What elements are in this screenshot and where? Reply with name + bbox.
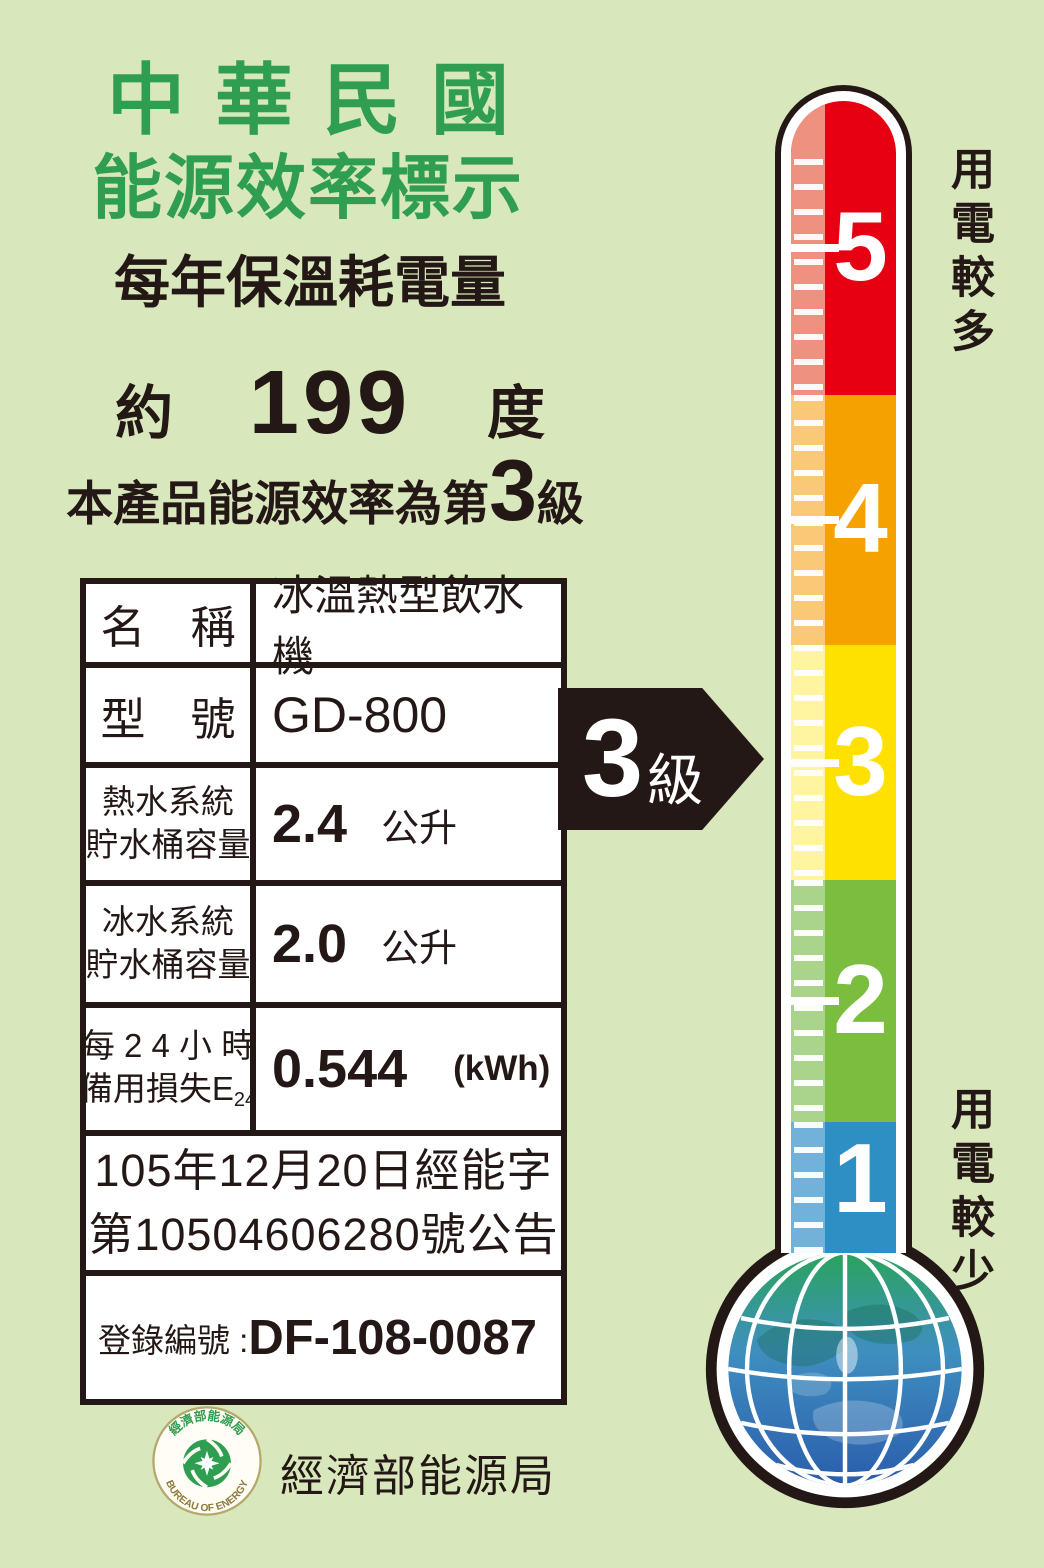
grade-arrow-suffix: 級	[647, 748, 704, 812]
row-standby-label: 每 2 4 小 時 備用損失E24	[80, 1008, 256, 1130]
agency-name: 經濟部能源局	[280, 1452, 556, 1501]
registration-label: 登錄編號 :	[98, 1321, 249, 1359]
hot-tank-label-line1: 熱水系統	[102, 783, 234, 821]
row-standby-value: 0.544 (kWh)	[256, 1008, 561, 1130]
announcement-line2: 第10504606280號公告	[88, 1209, 559, 1260]
standby-value: 0.544	[272, 1039, 408, 1099]
standby-unit: (kWh)	[453, 1049, 551, 1088]
grade-statement: 本產品能源效率為第 3 級	[66, 443, 584, 539]
table-row-registration: 登錄編號 : DF-108-0087	[86, 1276, 561, 1399]
thermo-level-1-label: 1	[833, 1122, 888, 1233]
row-hot-tank-value: 2.4 公升	[256, 768, 561, 880]
consumption-prefix: 約	[115, 381, 174, 446]
cold-tank-unit: 公升	[381, 927, 458, 970]
seal-pinwheel-icon	[181, 1437, 233, 1489]
grade-statement-number: 3	[489, 443, 537, 539]
hot-tank-unit: 公升	[381, 807, 458, 850]
thermo-level-4-label: 4	[833, 463, 888, 574]
hot-tank-label-line2: 貯水桶容量	[85, 826, 251, 863]
globe-icon	[705, 1229, 985, 1509]
cold-tank-label-line2: 貯水桶容量	[85, 946, 251, 983]
row-model-label: 型 號	[86, 668, 256, 762]
thermo-ticks	[794, 1122, 823, 1253]
consumption-unit: 度	[486, 381, 545, 446]
row-name-label: 名 稱	[86, 584, 256, 662]
thermo-midtick	[791, 758, 839, 767]
page-title-line1: 中華民國	[106, 56, 539, 144]
thermo-segment-4: 4	[791, 395, 896, 645]
grade-statement-suffix: 級	[536, 477, 584, 530]
thermo-level-3-label: 3	[833, 705, 888, 816]
grade-statement-prefix: 本產品能源效率為第	[66, 477, 490, 530]
thermo-segment-3: 3	[791, 645, 896, 880]
thermo-segment-5: 5	[791, 101, 896, 395]
thermo-level-5-label: 5	[833, 191, 888, 302]
row-model-value: GD-800	[272, 687, 448, 743]
standby-label-line2: 備用損失E24	[80, 1068, 256, 1113]
more-power-label: 用電較多	[944, 146, 993, 362]
cold-tank-label-line1: 冰水系統	[102, 903, 234, 941]
thermo-segment-1: 1	[791, 1122, 896, 1253]
thermo-midtick	[791, 516, 839, 524]
table-row-model: 型 號 GD-800	[86, 668, 561, 768]
grade-arrow-number: 3	[582, 697, 644, 820]
annual-consumption-line: 約 199 度	[95, 352, 565, 455]
thermo-ticks	[794, 159, 823, 395]
hot-tank-value: 2.4	[272, 794, 348, 854]
bureau-of-energy-seal: 經濟部能源局 BUREAU OF ENERGY	[152, 1406, 262, 1516]
thermo-midtick	[791, 244, 839, 252]
standby-label-e: 備用損失E	[79, 1069, 234, 1107]
grade-arrow: 3 級	[558, 688, 764, 830]
cold-tank-value: 2.0	[272, 914, 348, 974]
row-cold-tank-label: 冰水系統 貯水桶容量	[86, 886, 256, 1002]
row-cold-tank-value: 2.0 公升	[256, 886, 561, 1002]
standby-label-line1: 每 2 4 小 時	[81, 1027, 255, 1065]
annual-consumption-heading: 每年保溫耗電量	[114, 251, 506, 314]
row-name-value: 冰溫熱型飲水機	[272, 572, 525, 680]
table-row-name: 名 稱 冰溫熱型飲水機	[86, 572, 561, 680]
announcement-line1: 105年12月20日經能字	[94, 1145, 553, 1197]
table-row-hot-tank: 熱水系統 貯水桶容量 2.4 公升	[86, 768, 561, 886]
row-hot-tank-label: 熱水系統 貯水桶容量	[86, 768, 256, 880]
thermo-level-2-label: 2	[833, 944, 888, 1055]
thermo-segment-2: 2	[791, 880, 896, 1122]
spec-table: 名 稱 冰溫熱型飲水機 型 號 GD-800 熱水系統 貯水桶容量 2.4 公升…	[80, 572, 567, 1405]
table-row-standby-loss: 每 2 4 小 時 備用損失E24 0.544 (kWh)	[80, 1008, 561, 1136]
page-title-line2: 能源效率標示	[92, 149, 524, 227]
table-row-announcement: 105年12月20日經能字 第10504606280號公告	[86, 1136, 561, 1276]
registration-value: DF-108-0087	[248, 1310, 538, 1365]
less-power-label: 用電較少	[944, 1086, 993, 1302]
thermo-midtick	[791, 997, 839, 1005]
thermometer: 5 4 3 2 1	[775, 85, 912, 1253]
thermometer-tube: 5 4 3 2 1	[791, 101, 896, 1253]
table-row-cold-tank: 冰水系統 貯水桶容量 2.0 公升	[86, 886, 561, 1008]
standby-label-sub: 24	[233, 1088, 257, 1111]
consumption-value: 199	[248, 353, 412, 453]
